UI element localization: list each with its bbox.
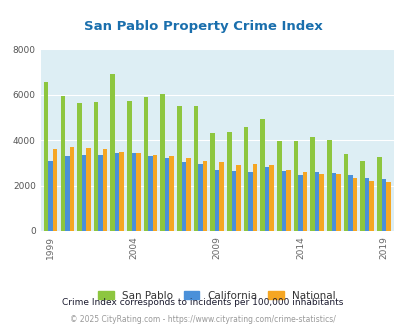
Bar <box>177 106 181 231</box>
Bar <box>44 82 48 231</box>
Bar <box>252 164 257 231</box>
Bar <box>65 156 69 231</box>
Bar <box>127 101 131 231</box>
Bar <box>281 171 286 231</box>
Bar <box>319 174 323 231</box>
Bar <box>277 141 281 231</box>
Bar <box>110 75 115 231</box>
Bar <box>369 181 373 231</box>
Bar <box>219 162 224 231</box>
Bar <box>98 155 102 231</box>
Bar <box>243 127 248 231</box>
Bar <box>264 167 269 231</box>
Bar <box>102 149 107 231</box>
Bar <box>164 158 169 231</box>
Bar <box>347 176 352 231</box>
Bar <box>148 156 152 231</box>
Bar <box>260 119 264 231</box>
Bar <box>143 97 148 231</box>
Bar <box>298 176 302 231</box>
Bar <box>326 140 331 231</box>
Bar <box>119 151 124 231</box>
Text: © 2025 CityRating.com - https://www.cityrating.com/crime-statistics/: © 2025 CityRating.com - https://www.city… <box>70 315 335 324</box>
Bar <box>236 165 240 231</box>
Bar <box>226 132 231 231</box>
Bar <box>331 173 335 231</box>
Bar <box>69 147 74 231</box>
Bar <box>335 174 340 231</box>
Bar <box>231 171 236 231</box>
Bar <box>360 161 364 231</box>
Text: Crime Index corresponds to incidents per 100,000 inhabitants: Crime Index corresponds to incidents per… <box>62 298 343 307</box>
Bar <box>136 153 140 231</box>
Bar <box>131 153 136 231</box>
Bar <box>381 179 385 231</box>
Bar <box>86 148 90 231</box>
Bar <box>376 157 381 231</box>
Bar <box>193 106 198 231</box>
Bar <box>185 158 190 231</box>
Bar <box>248 172 252 231</box>
Bar <box>385 182 390 231</box>
Bar <box>210 133 214 231</box>
Bar <box>60 96 65 231</box>
Bar <box>53 149 57 231</box>
Bar <box>94 102 98 231</box>
Bar <box>202 161 207 231</box>
Bar <box>115 153 119 231</box>
Bar <box>293 141 298 231</box>
Bar <box>77 103 81 231</box>
Bar <box>343 154 347 231</box>
Bar <box>286 170 290 231</box>
Bar <box>364 178 369 231</box>
Bar <box>214 170 219 231</box>
Bar <box>310 137 314 231</box>
Bar <box>181 162 185 231</box>
Bar <box>152 155 157 231</box>
Bar <box>160 94 164 231</box>
Bar <box>81 155 86 231</box>
Bar <box>352 178 356 231</box>
Text: San Pablo Property Crime Index: San Pablo Property Crime Index <box>83 20 322 33</box>
Bar <box>269 165 273 231</box>
Legend: San Pablo, California, National: San Pablo, California, National <box>98 291 335 301</box>
Bar <box>302 172 307 231</box>
Bar <box>314 172 319 231</box>
Bar <box>169 156 174 231</box>
Bar <box>198 164 202 231</box>
Bar <box>48 161 53 231</box>
